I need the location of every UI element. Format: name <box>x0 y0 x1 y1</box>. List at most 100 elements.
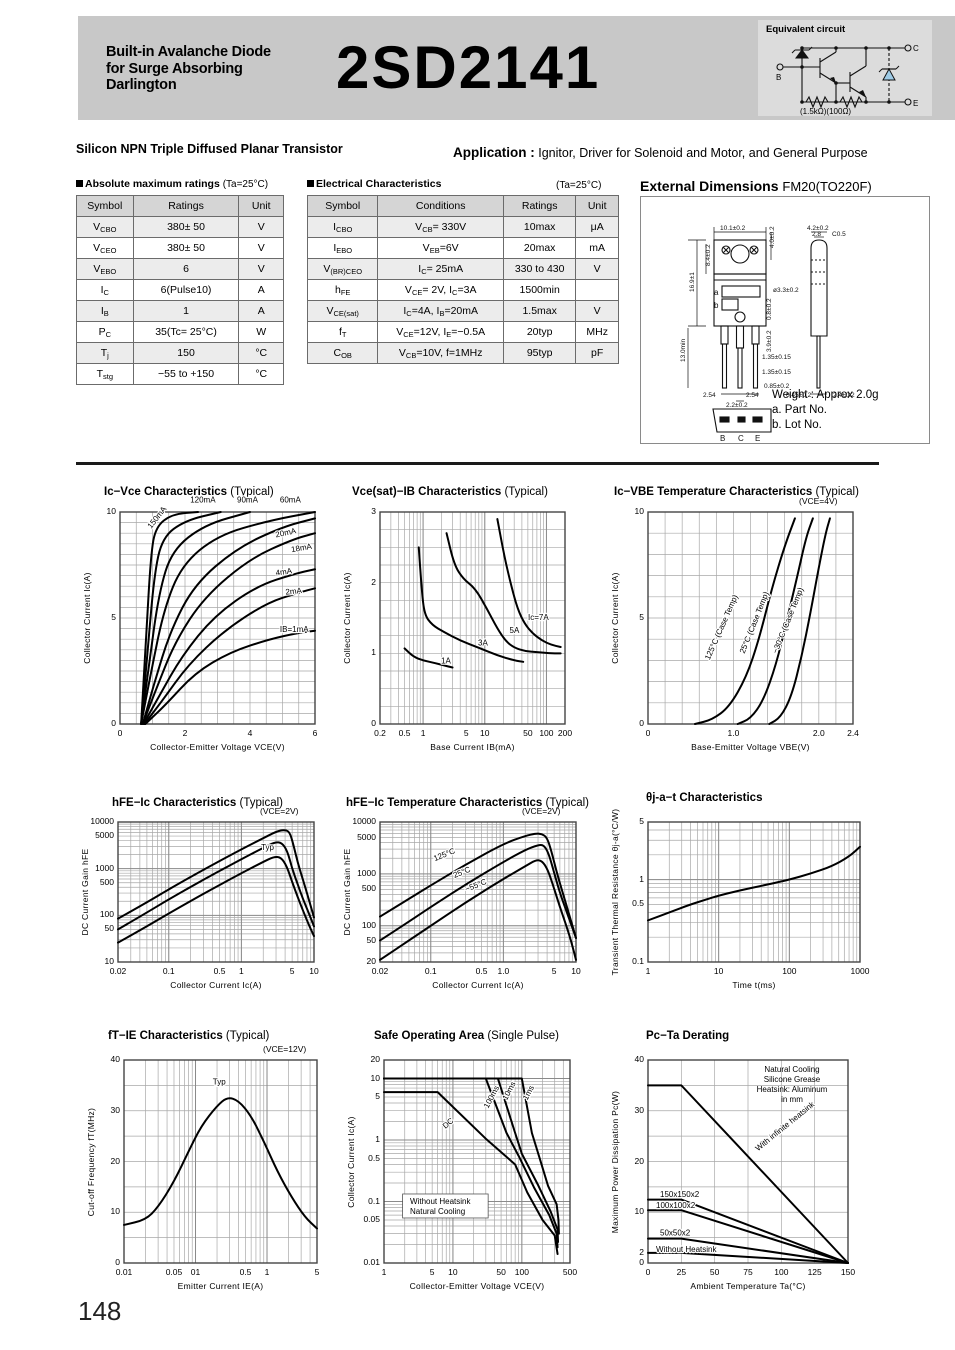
curve-label: −30°C (Case Temp) <box>771 586 806 655</box>
pin-label-e: E <box>755 434 760 443</box>
chart-title-main: hFE−Ic Characteristics <box>112 797 237 809</box>
absolute-maximum-ratings-table: Symbol Ratings Unit VCBO 380± 50 V VCEO 380±… <box>76 195 284 385</box>
package-note-a: a. Part No. <box>772 404 827 416</box>
ytick: 5 <box>639 612 644 622</box>
cell-unit <box>575 279 619 301</box>
chart-title-note: (Typical) <box>236 797 283 809</box>
cell-unit: μA <box>575 216 619 238</box>
chart-series-18ma <box>141 532 316 725</box>
x-axis-label: Base Current IB(mA) <box>430 742 515 752</box>
ytick: 20 <box>634 1155 644 1166</box>
chart-title-vcesat-ib: Vce(sat)−IB Characteristics (Typical) <box>352 486 548 498</box>
external-dimensions-caption: External Dimensions FM20(TO220F) <box>640 178 872 194</box>
xtick: 4 <box>247 728 253 738</box>
cell-conditions: VCB=10V, f=1MHz <box>377 342 504 364</box>
ec-condition: (Ta=25°C) <box>556 180 602 191</box>
table-row: ICBO VCB= 330V 10max μA <box>306 216 619 238</box>
curve-label: Typ <box>261 843 274 852</box>
cell-ratings: 150 <box>132 342 240 364</box>
y-axis-label: Transient Thermal Resistance θj-a(°C/W) <box>610 808 620 976</box>
xtick: 200 <box>557 728 573 738</box>
cell-symbol: hFE <box>306 279 379 301</box>
cell-ratings: 6(Pulse10) <box>132 279 240 301</box>
chart-annotation: Silicone Grease <box>764 1075 821 1084</box>
chart-series-25-c-case-temp- <box>736 517 814 725</box>
dim-0-45: 0.45±0.2 <box>786 392 812 399</box>
curve-label: 2mA <box>285 586 303 597</box>
dim-1-35b: 1.35±0.15 <box>762 369 791 376</box>
chart-series-4ma <box>142 568 316 725</box>
ytick: 0 <box>639 1257 644 1267</box>
chart-series-1a <box>403 647 454 669</box>
chart-series-5a <box>445 532 562 655</box>
table-row: COB VCB=10V, f=1MHz 95typ pF <box>306 342 619 364</box>
chart-hfe-ic: Typ <box>117 821 315 963</box>
ytick: 10000 <box>90 816 114 826</box>
cell-conditions: VCE=12V, IE=−0.5A <box>377 321 504 343</box>
xtick: 1 <box>645 966 651 976</box>
chart-series-90ma <box>140 511 251 725</box>
cell-ratings: −55 to +150 <box>132 363 240 385</box>
application-line: Application : Ignitor, Driver for Soleno… <box>453 145 868 160</box>
dim-c0-5: C0.5 <box>832 231 846 238</box>
chart-series-50x50x2 <box>647 1237 849 1264</box>
amr-condition: (Ta=25°C) <box>222 179 269 190</box>
curve-label: 100x100x2 <box>656 1201 696 1210</box>
dim-2-8: 2.8 <box>812 231 821 238</box>
xtick: 0.02 <box>371 966 389 976</box>
table-row: Tstg −55 to +150 °C <box>76 363 284 385</box>
curve-label: With infinite heatsink <box>754 1099 817 1153</box>
xtick: 0.02 <box>109 966 127 976</box>
table-header-row: Symbol Conditions Ratings Unit <box>306 195 619 217</box>
chart-title-main: Pc−Ta Derating <box>646 1030 730 1042</box>
chart-series-typ <box>117 841 315 931</box>
chart-series-125-c-case-temp- <box>693 517 796 725</box>
chart-series-3a <box>417 546 525 663</box>
ytick: 5000 <box>95 830 114 841</box>
ec-caption-text: Electrical Characteristics <box>316 178 442 190</box>
ytick: 0.05 <box>363 1214 380 1225</box>
chart-title-main: Ic−Vce Characteristics <box>104 486 228 498</box>
chart-title-note: (Typical) <box>501 486 548 498</box>
ytick: 10 <box>110 1206 120 1217</box>
curve-label: 3A <box>478 639 488 648</box>
terminal-label-e: E <box>913 99 918 108</box>
xtick: 0 <box>645 728 651 738</box>
part-number: 2SD2141 <box>336 34 601 101</box>
chart-title-note: (Typical) <box>812 486 859 498</box>
cell-conditions: VCE= 2V, IC=3A <box>377 279 504 301</box>
chart-series-10ms <box>383 1077 560 1243</box>
chart-title-note: (Single Pulse) <box>484 1030 559 1042</box>
marking-a: a <box>714 288 719 297</box>
cell-ratings: 330 to 430 <box>502 258 577 280</box>
ytick: 50 <box>104 923 114 934</box>
xtick: 0.05 <box>165 1267 183 1277</box>
ytick: 2 <box>639 1246 644 1257</box>
cell-ratings: 380± 50 <box>132 237 240 259</box>
curve-label: Ic=7A <box>528 613 549 622</box>
curve-label: 5A <box>510 626 520 635</box>
chart-title-main: Ic−VBE Temperature Characteristics <box>614 486 813 498</box>
curve-label: 150x150x2 <box>660 1190 700 1199</box>
col-ratings: Ratings <box>502 195 577 217</box>
curve-label: 25°C <box>452 865 472 880</box>
curve-label: 125°C (Case Temp) <box>703 593 740 661</box>
dim-0-85: 0.85±0.2 <box>764 383 790 390</box>
dim-4-2: 4.2±0.2 <box>807 225 829 232</box>
ytick: 50 <box>366 935 376 946</box>
ytick: 500 <box>99 876 114 887</box>
curve-label: IB=1mA <box>280 625 309 634</box>
xtick: 50 <box>496 1267 506 1277</box>
chart-title-hfe-ic-temp: hFE−Ic Temperature Characteristics (Typi… <box>346 797 589 809</box>
xtick: 100 <box>539 728 554 738</box>
resistor-values: (1.5kΩ)(100Ω) <box>800 107 851 116</box>
equivalent-circuit-title: Equivalent circuit <box>766 24 846 35</box>
xtick: 6 <box>312 728 318 738</box>
cell-symbol: Tj <box>76 342 134 364</box>
y-axis-label: Maximum Power Dissipation Pc(W) <box>610 1090 620 1233</box>
col-conditions: Conditions <box>377 195 504 217</box>
chart-title-theta-t: θj-a−t Characteristics <box>646 792 762 804</box>
dim-0-8: 0.8±0.2 <box>766 298 773 320</box>
ytick: 3 <box>371 506 376 516</box>
